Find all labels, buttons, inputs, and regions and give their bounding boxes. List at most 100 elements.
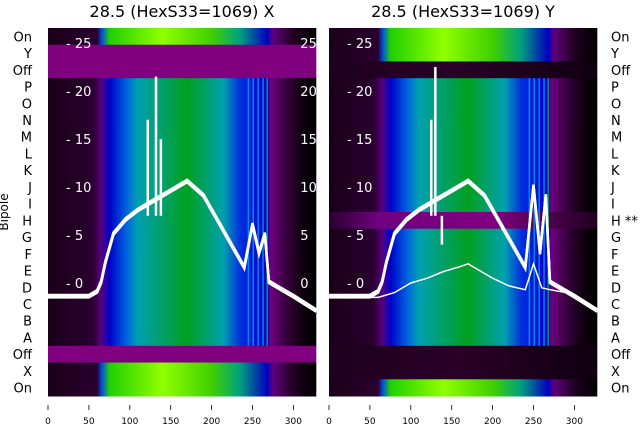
row-label-right: H ** (611, 214, 638, 229)
row-label-right: B (611, 315, 620, 330)
heatmap-stripe (533, 78, 535, 346)
row-label-left: A (23, 331, 32, 346)
heatmap-row-p (329, 78, 598, 96)
inner-y-tick-label-right: 0 (300, 277, 308, 292)
curve-sum (48, 178, 317, 311)
row-label-left: On (14, 30, 32, 45)
heatmap-stripe (257, 78, 259, 346)
inner-y-tick-label: - 20 (347, 85, 372, 100)
heatmap-stripe (252, 78, 254, 346)
heatmap-row-m (48, 128, 317, 146)
heatmap-row-h (329, 212, 598, 230)
heatmap-stripe (528, 78, 531, 346)
x-tick-label: 100 (121, 417, 138, 427)
row-label-left: L (25, 147, 33, 162)
heatmap-row-x (48, 362, 317, 380)
heatmap-row-m (329, 128, 598, 146)
x-tick-label: 0 (326, 417, 332, 427)
inner-y-tick-label: - 20 (66, 85, 91, 100)
row-label-left: I (28, 198, 32, 213)
row-label-left: M (21, 131, 32, 146)
inner-y-tick-label: - 10 (347, 181, 372, 196)
row-label-right: G (611, 231, 621, 246)
heatmap-row-l (48, 145, 317, 163)
heatmap-row-b (48, 312, 317, 330)
row-label-right: On (611, 30, 629, 45)
row-label-right: Off (611, 64, 631, 79)
row-label-right: K (611, 164, 620, 179)
row-label-right: P (611, 81, 619, 96)
heatmap-row-a (48, 329, 317, 347)
heatmap-row-b (329, 312, 598, 330)
row-label-right: N (611, 114, 621, 129)
row-label-left: K (23, 164, 32, 179)
heatmap-stripe (266, 78, 268, 346)
row-label-right: M (611, 131, 622, 146)
x-tick-label: 150 (443, 417, 460, 427)
y-axis-label: Bipole (0, 193, 11, 230)
heatmap-row-i (48, 195, 317, 213)
heatmap-row-n (48, 111, 317, 129)
row-label-left: J (27, 181, 32, 196)
heatmap-row-l (329, 145, 598, 163)
row-label-right: D (611, 281, 621, 296)
row-label-left: B (23, 315, 32, 330)
x-tick-label: 200 (484, 417, 501, 427)
heatmap-row-c (329, 295, 598, 313)
inner-y-tick-label: - 0 (66, 277, 83, 292)
heatmap-row-c (48, 295, 317, 313)
inner-y-tick-label: - 15 (66, 133, 91, 148)
inner-y-tick-label: - 5 (347, 229, 364, 244)
curve-sum (329, 178, 598, 311)
row-label-right: O (611, 97, 621, 112)
inner-y-tick-label: - 10 (66, 181, 91, 196)
heatmap-row-y (48, 44, 317, 62)
row-label-right: L (611, 147, 619, 162)
row-label-left: X (23, 365, 32, 380)
row-label-right: E (611, 265, 619, 280)
panel-title-x: 28.5 (HexS33=1069) X (90, 2, 275, 21)
row-label-left: D (22, 281, 32, 296)
row-label-left: C (23, 298, 32, 313)
x-tick-label: 250 (525, 417, 542, 427)
panel-title-y: 28.5 (HexS33=1069) Y (371, 2, 555, 21)
heatmap-row-y (329, 44, 598, 62)
heatmap-row-f (48, 245, 317, 263)
heatmap-row-k (48, 161, 317, 180)
heatmap-row-off (329, 61, 598, 79)
inner-y-tick-label: - 5 (66, 229, 83, 244)
row-label-left: Y (23, 47, 32, 62)
heatmap-row-off (48, 61, 317, 79)
row-label-left: P (24, 81, 32, 96)
x-tick-label: 300 (285, 417, 302, 427)
inner-y-tick-label: - 25 (66, 37, 91, 52)
heatmap-row-i (329, 195, 598, 213)
heatmap-row-j (329, 178, 598, 196)
row-label-left: Off (13, 64, 33, 79)
heatmap-row-e (48, 262, 317, 280)
row-label-right: C (611, 298, 620, 313)
heatmap-row-h (48, 212, 317, 230)
inner-y-tick-label: - 15 (347, 133, 372, 148)
heatmap-row-x (329, 362, 598, 380)
x-tick-label: 250 (244, 417, 261, 427)
inner-y-tick-label-right: 10 (300, 181, 317, 196)
heatmap-row-o (48, 94, 317, 113)
x-tick-label: 150 (162, 417, 179, 427)
heatmap-stripe (538, 78, 540, 346)
row-label-right: On (611, 382, 629, 397)
heatmap-row-off (48, 345, 317, 364)
heatmap-stripe (547, 78, 549, 346)
heatmap-row-f (329, 245, 598, 263)
row-label-left: Off (13, 348, 33, 363)
heatmap-stripe (262, 78, 264, 346)
row-label-left: H (22, 214, 32, 229)
x-tick-label: 200 (203, 417, 220, 427)
inner-y-tick-label: - 0 (347, 277, 364, 292)
x-tick-label: 300 (566, 417, 583, 427)
row-label-right: I (611, 198, 615, 213)
row-label-right: Y (610, 47, 619, 62)
x-tick-label: 50 (83, 417, 95, 427)
inner-y-tick-label-right: 25 (300, 37, 317, 52)
